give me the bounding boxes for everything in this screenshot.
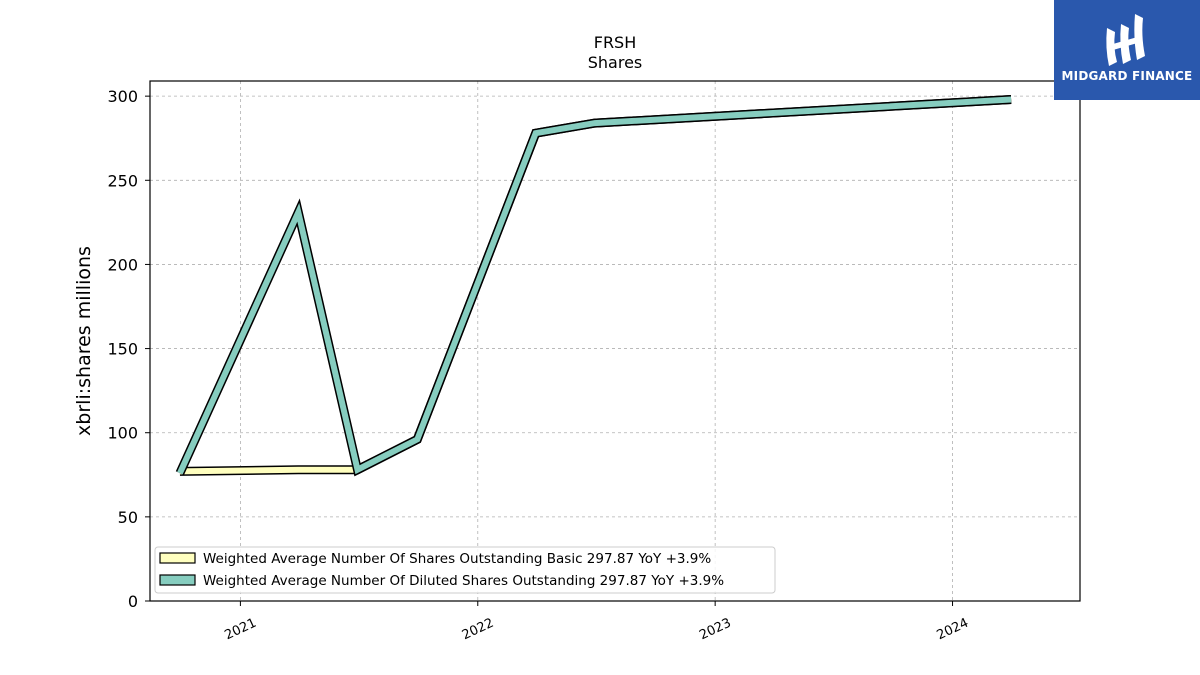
grid-layer <box>150 81 1080 602</box>
y-axis-label: xbrli:shares millions <box>73 246 95 436</box>
x-tick-label: 2021 <box>222 616 258 644</box>
legend-swatch-diluted <box>159 574 196 586</box>
x-tick-label: 2023 <box>697 616 733 644</box>
y-axis: 0 50 100 150 200 250 300 <box>107 87 150 611</box>
legend-label-basic: Weighted Average Number Of Shares Outsta… <box>203 551 711 567</box>
logo-text: MIDGARD FINANCE <box>1061 69 1193 83</box>
series-line-0 <box>179 96 1012 475</box>
legend-swatch-basic <box>159 552 196 564</box>
y-tick-label: 150 <box>107 340 138 359</box>
series-outline-1 <box>175 95 1012 477</box>
legend-box <box>154 546 776 594</box>
legend: Weighted Average Number Of Shares Outsta… <box>154 546 776 594</box>
chart-title: FRSH <box>594 33 637 52</box>
y-tick-label: 250 <box>107 171 138 190</box>
series-outline-0 <box>179 95 1012 476</box>
plot-frame <box>149 80 1081 602</box>
y-tick-label: 300 <box>107 87 138 106</box>
x-axis: 2021 2022 2023 2024 <box>222 601 971 644</box>
y-tick-label: 50 <box>118 508 138 527</box>
logo-mark-icon <box>1106 14 1145 66</box>
y-tick-label: 0 <box>128 592 138 611</box>
chart-subtitle: Shares <box>588 53 643 72</box>
series-line-1 <box>177 96 1012 475</box>
y-tick-label: 100 <box>107 424 138 443</box>
midgard-finance-logo: MIDGARD FINANCE <box>1054 0 1200 100</box>
legend-label-diluted: Weighted Average Number Of Diluted Share… <box>203 573 724 589</box>
x-tick-label: 2024 <box>935 616 971 644</box>
y-tick-label: 200 <box>107 255 138 274</box>
series-layer <box>175 95 1012 477</box>
x-tick-label: 2022 <box>460 616 496 644</box>
